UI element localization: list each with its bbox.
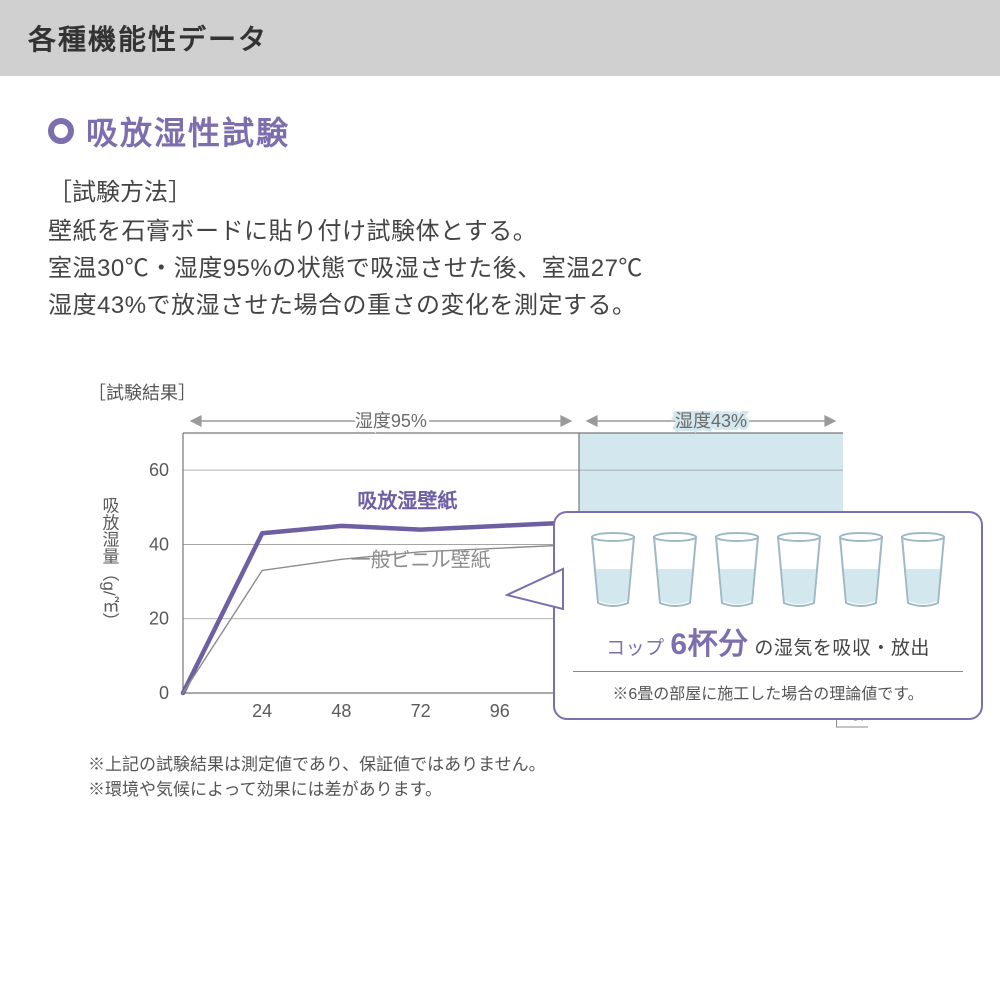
cups-row (573, 531, 963, 609)
svg-text:一般ビニル壁紙: 一般ビニル壁紙 (351, 548, 491, 571)
method-label: ［試験方法］ (48, 172, 960, 207)
callout-post: の湿気を吸収・放出 (754, 638, 930, 659)
result-label: ［試験結果］ (88, 379, 960, 405)
callout-main-text: コップ 6杯分 の湿気を吸収・放出 (573, 619, 963, 663)
svg-text:48: 48 (331, 701, 351, 721)
footnote: ※上記の試験結果は測定値であり、保証値ではありません。 (88, 752, 960, 778)
callout-tail-icon (505, 559, 565, 619)
svg-text:96: 96 (490, 701, 510, 721)
method-line: 壁紙を石膏ボードに貼り付け試験体とする。 (48, 213, 960, 250)
svg-text:20: 20 (149, 608, 169, 628)
section-title: 吸放湿性試験 (48, 108, 960, 154)
region-label: 湿度43% (675, 411, 747, 431)
callout-note: ※6畳の部屋に施工した場合の理論値です。 (573, 680, 963, 704)
cup-icon (708, 531, 766, 609)
section-title-text: 吸放湿性試験 (86, 108, 290, 154)
cup-icon (584, 531, 642, 609)
content-area: 吸放湿性試験 ［試験方法］ 壁紙を石膏ボードに貼り付け試験体とする。 室温30℃… (0, 76, 1000, 803)
method-line: 湿度43%で放湿させた場合の重さの変化を測定する。 (48, 287, 960, 324)
svg-text:60: 60 (149, 460, 169, 480)
region-label: 湿度95% (355, 411, 427, 431)
bullet-icon (48, 118, 74, 144)
header-title: 各種機能性データ (28, 24, 268, 55)
svg-text:吸放湿量（g/㎡）: 吸放湿量（g/㎡） (100, 496, 120, 629)
callout-big: 6杯分 (670, 628, 748, 661)
callout-box: コップ 6杯分 の湿気を吸収・放出 ※6畳の部屋に施工した場合の理論値です。 (553, 511, 983, 720)
chart-wrap: 湿度95%湿度43%020406024487296120144168192吸放湿… (48, 411, 960, 736)
cup-icon (646, 531, 704, 609)
cup-icon (894, 531, 952, 609)
method-body: 壁紙を石膏ボードに貼り付け試験体とする。 室温30℃・湿度95%の状態で吸湿させ… (48, 213, 960, 325)
svg-text:0: 0 (159, 683, 169, 703)
header-bar: 各種機能性データ (0, 0, 1000, 76)
svg-text:72: 72 (411, 701, 431, 721)
svg-text:40: 40 (149, 534, 169, 554)
callout-divider (573, 671, 963, 672)
svg-text:吸放湿壁紙: 吸放湿壁紙 (357, 488, 457, 512)
method-line: 室温30℃・湿度95%の状態で吸湿させた後、室温27℃ (48, 250, 960, 287)
footnotes: ※上記の試験結果は測定値であり、保証値ではありません。 ※環境や気候によって効果… (88, 752, 960, 803)
cup-icon (770, 531, 828, 609)
footnote: ※環境や気候によって効果には差があります。 (88, 777, 960, 803)
cup-icon (832, 531, 890, 609)
svg-text:24: 24 (252, 701, 272, 721)
callout-pre: コップ (606, 638, 665, 659)
